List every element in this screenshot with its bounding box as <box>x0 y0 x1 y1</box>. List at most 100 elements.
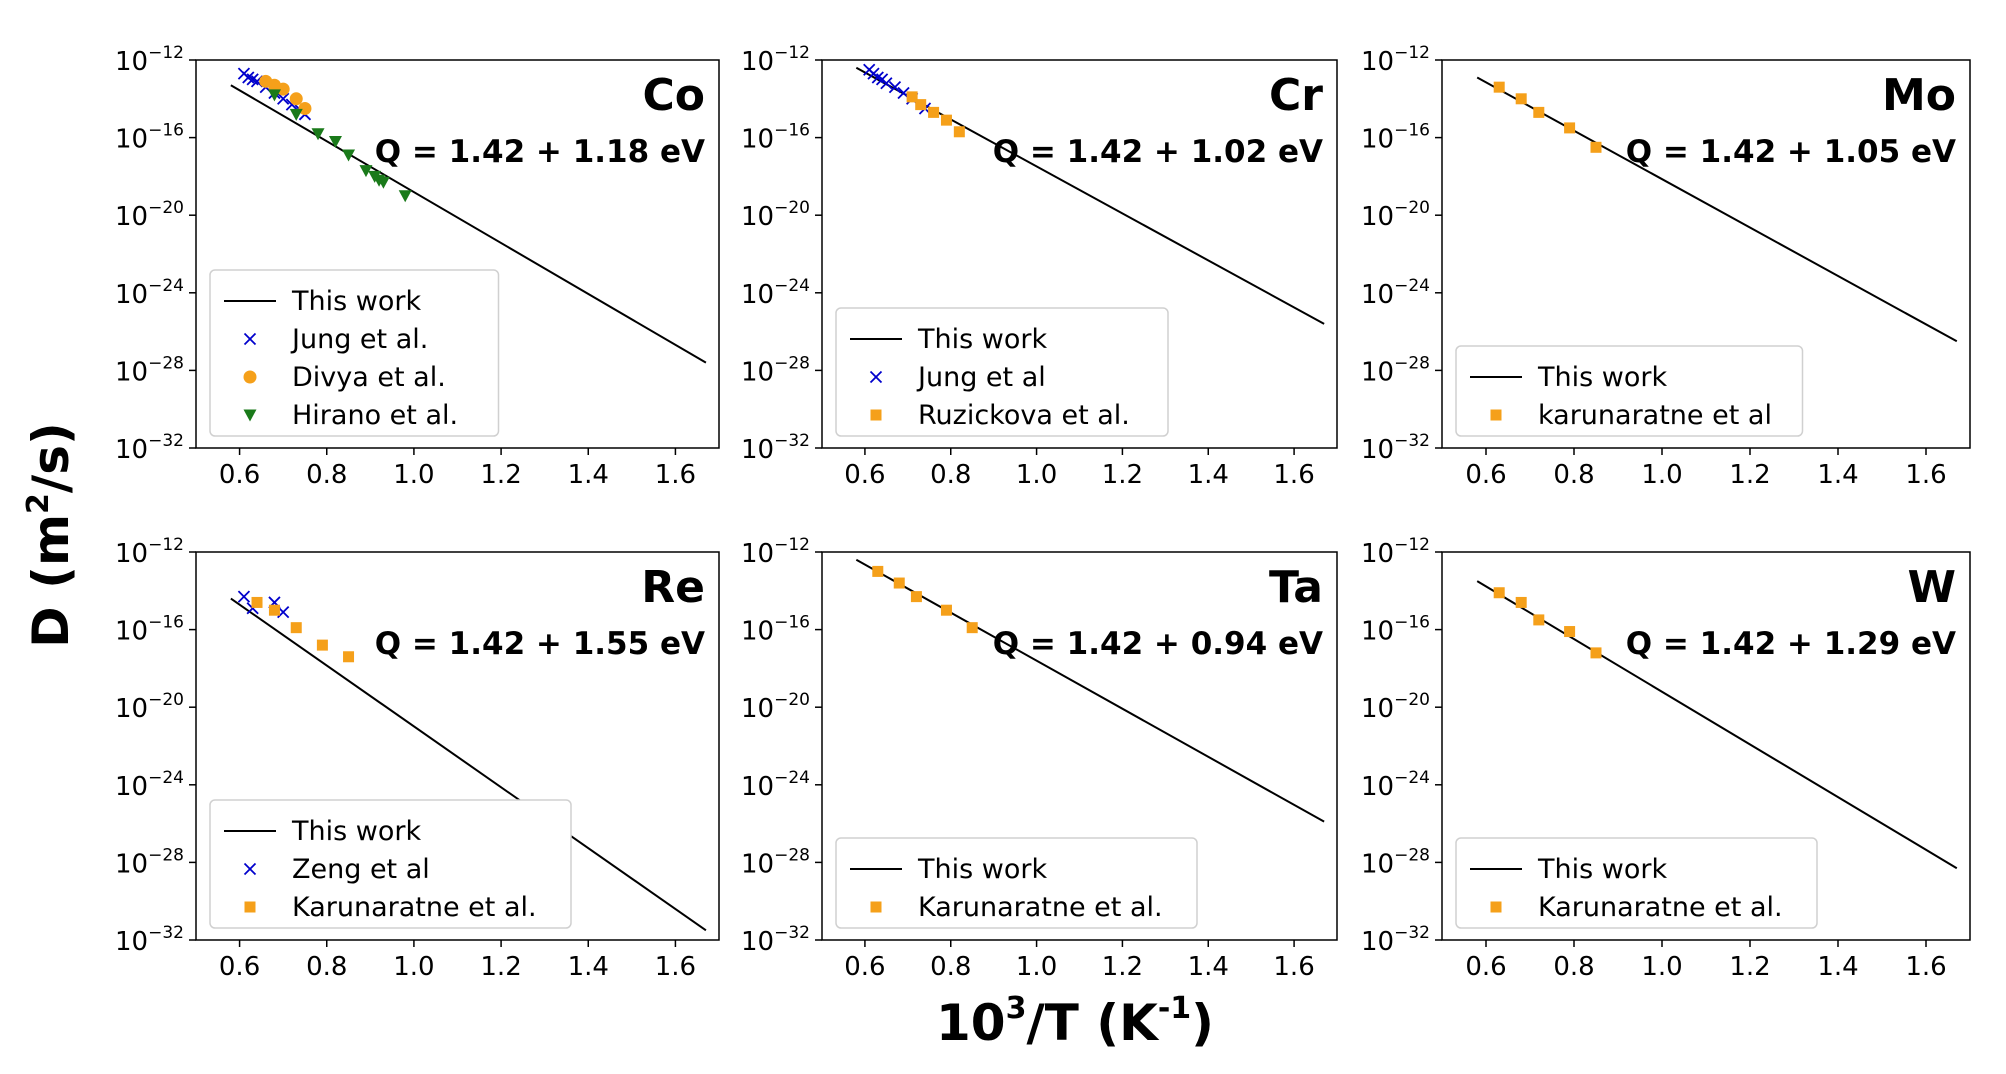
y-tick-label: 10−32 <box>1361 923 1430 957</box>
legend-box <box>835 307 1169 437</box>
data-point-w-s0 <box>1533 614 1545 626</box>
this-work-line <box>1476 76 1958 343</box>
data-point-re-s0-stroke-b <box>277 606 290 619</box>
q-label-ta: Q = 1.42 + 0.94 eV <box>993 626 1323 662</box>
y-tick-label: 10−24 <box>115 276 184 310</box>
y-tick-label: 10−12 <box>115 43 184 77</box>
x-axis-label: 103/T (K-1) <box>936 991 1214 1052</box>
legend-marker-swatch <box>243 370 257 384</box>
legend-marker-swatch <box>1490 901 1502 913</box>
y-tick-label: 10−28 <box>1361 353 1430 387</box>
x-tick-label: 1.6 <box>1905 952 1946 982</box>
data-point-cr-s0 <box>880 77 893 90</box>
x-tick-label: 1.0 <box>393 952 434 982</box>
x-tick-label: 1.2 <box>1729 952 1770 982</box>
legend-marker-swatch-stroke-b <box>243 332 257 346</box>
y-tick-label: 10−24 <box>741 768 810 802</box>
element-label-mo: Mo <box>1882 70 1956 121</box>
legend-label: This work <box>917 324 1047 355</box>
x-tick-label: 0.6 <box>844 952 885 982</box>
data-point-w-s0 <box>1564 626 1576 638</box>
legend-marker-swatch <box>1490 409 1502 421</box>
y-tick-label: 10−20 <box>1361 198 1430 232</box>
data-point-cr-s0-stroke-b <box>888 81 902 94</box>
legend-re: This work Zeng et al Karunaratne et al. <box>209 799 572 929</box>
data-point-co-s2 <box>398 190 412 203</box>
panel-co: 0.6 0.8 1.0 1.2 1.4 1.6 10−12 10−16 10−20 10−24 10… <box>115 43 720 490</box>
y-tick-label: 10−32 <box>741 923 810 957</box>
data-point-ta-s0 <box>893 577 905 589</box>
data-point-co-s0-stroke-b <box>246 73 259 86</box>
legend-marker-swatch <box>869 370 883 384</box>
q-label-cr: Q = 1.42 + 1.02 eV <box>993 134 1323 170</box>
x-tick-label: 1.0 <box>1016 952 1057 982</box>
data-point-co-s2 <box>376 176 390 189</box>
x-tick-label: 1.0 <box>1641 952 1682 982</box>
y-tick-label: 10−12 <box>741 43 810 77</box>
legend-label: Karunaratne et al. <box>1538 892 1783 923</box>
legend-marker-swatch <box>243 332 257 346</box>
data-point-cr-s0-stroke-b <box>880 77 893 90</box>
data-point-mo-s0 <box>1515 93 1527 105</box>
data-point-mo-s0 <box>1590 141 1602 153</box>
legend-label: Karunaratne et al. <box>292 892 537 923</box>
legend-label: This work <box>1537 362 1667 393</box>
y-tick-label: 10−12 <box>115 535 184 569</box>
y-tick-label: 10−28 <box>1361 845 1430 879</box>
data-point-cr-s1 <box>906 91 918 103</box>
legend-label: Hirano et al. <box>292 400 458 431</box>
data-point-ta-s0 <box>872 565 884 577</box>
data-point-cr-s1 <box>940 114 952 126</box>
data-point-re-s0-stroke-b <box>237 590 251 603</box>
plot-frame-w <box>1441 551 1971 941</box>
y-tick-label: 10−20 <box>741 690 810 724</box>
this-work-line <box>1476 580 1958 870</box>
y-axis-label: D (m2/s) <box>21 422 80 648</box>
y-tick-label: 10−28 <box>115 353 184 387</box>
legend-label: This work <box>291 286 421 317</box>
x-tick-label: 1.0 <box>1016 460 1057 490</box>
legend-mo: This work karunaratne et al <box>1455 345 1804 437</box>
data-point-co-s0-stroke-b <box>277 92 290 105</box>
element-label-co: Co <box>642 70 705 121</box>
panel-re: 0.6 0.8 1.0 1.2 1.4 1.6 10−12 10−16 10−20 10−24 10… <box>115 535 720 982</box>
data-point-co-s2 <box>359 165 373 178</box>
legend-co: This work Jung et al. Divya et al. Hirano e… <box>209 269 500 437</box>
y-tick-label: 10−20 <box>1361 690 1430 724</box>
y-tick-label: 10−16 <box>1361 121 1430 155</box>
element-label-w: W <box>1907 562 1956 613</box>
y-tick-label: 10−24 <box>1361 768 1430 802</box>
this-work-line <box>855 558 1325 823</box>
x-tick-label: 0.6 <box>1465 460 1506 490</box>
legend-w: This work Karunaratne et al. <box>1455 837 1818 929</box>
y-tick-label: 10−24 <box>741 276 810 310</box>
data-point-cr-s1 <box>953 126 965 138</box>
legend-marker-swatch <box>243 862 257 876</box>
plot-frame-cr <box>821 59 1338 449</box>
y-tick-label: 10−28 <box>115 845 184 879</box>
plot-frame-mo <box>1441 59 1971 449</box>
legend-marker-swatch-stroke-b <box>243 862 257 876</box>
x-tick-label: 1.6 <box>655 460 696 490</box>
y-tick-label: 10−16 <box>741 613 810 647</box>
data-point-re-s1 <box>343 651 355 663</box>
y-tick-label: 10−24 <box>115 768 184 802</box>
data-point-cr-s1 <box>928 106 940 118</box>
data-point-co-s1 <box>298 102 312 115</box>
x-tick-label: 1.2 <box>480 952 521 982</box>
legend-label: karunaratne et al <box>1538 400 1772 431</box>
panel-ta: 0.6 0.8 1.0 1.2 1.4 1.6 10−12 10−16 10−20 10−24 10… <box>741 535 1338 982</box>
legend-ta: This work Karunaratne et al. <box>835 837 1198 929</box>
legend-box <box>1455 345 1804 437</box>
data-point-co-s2 <box>267 89 281 102</box>
panel-mo: 0.6 0.8 1.0 1.2 1.4 1.6 10−12 10−16 10−20 10−24 10… <box>1361 43 1971 490</box>
this-work-line <box>230 84 707 364</box>
x-tick-label: 1.4 <box>1188 952 1229 982</box>
y-tick-label: 10−16 <box>115 121 184 155</box>
data-point-ta-s0 <box>910 591 922 603</box>
legend-marker-swatch <box>243 409 257 422</box>
data-point-co-s2 <box>289 108 303 121</box>
x-tick-label: 0.8 <box>306 460 347 490</box>
y-tick-label: 10−32 <box>741 431 810 465</box>
